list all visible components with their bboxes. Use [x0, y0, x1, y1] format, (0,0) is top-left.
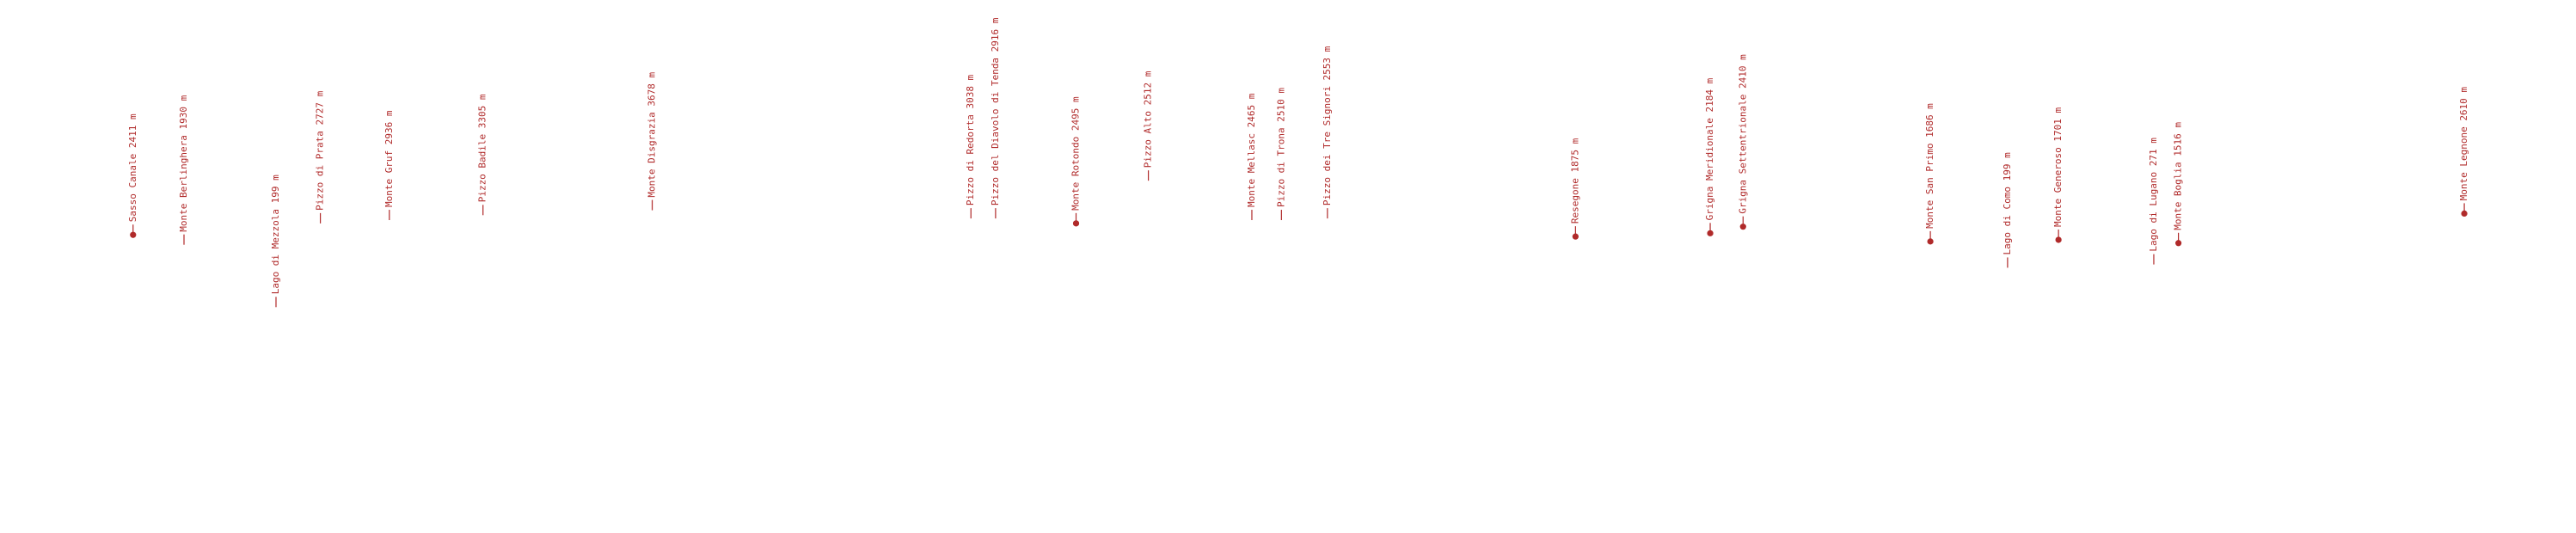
- peak-label: Monte Boglia 1516 m: [2173, 122, 2184, 247]
- peak-label: Pizzo del Diavolo di Tenda 2916 m: [990, 17, 1001, 219]
- label-text: Monte Berlinghera 1930 m: [178, 95, 189, 231]
- label-text: Monte Boglia 1516 m: [2173, 122, 2184, 230]
- peak-marker: [1707, 230, 1714, 236]
- peak-label: Monte Disgrazia 3678 m: [647, 71, 658, 211]
- peak-label: Pizzo dei Tre Signori 2553 m: [1322, 46, 1333, 219]
- label-text: Pizzo Alto 2512 m: [1143, 70, 1154, 168]
- peak-label: Resegone 1875 m: [1569, 138, 1580, 240]
- peak-label: Sasso Canale 2411 m: [127, 113, 138, 238]
- peak-label: Monte Legnone 2610 m: [2458, 87, 2469, 217]
- label-text: Resegone 1875 m: [1569, 138, 1580, 224]
- label-text: Monte Rotondo 2495 m: [1070, 96, 1082, 211]
- label-text: Pizzo del Diavolo di Tenda 2916 m: [990, 17, 1001, 205]
- peak-marker: [1572, 233, 1579, 240]
- label-text: Monte San Primo 1686 m: [1924, 103, 1935, 229]
- peak-marker: [2175, 240, 2182, 247]
- peak-label: Grigna Settentrionale 2410 m: [1737, 54, 1748, 230]
- peak-label: Grigna Meridionale 2184 m: [1704, 77, 1715, 236]
- peak-label: Monte Rotondo 2495 m: [1070, 96, 1082, 227]
- peak-marker: [2461, 210, 2468, 217]
- peak-label: Pizzo Alto 2512 m: [1143, 70, 1154, 181]
- label-text: Monte Gruf 2936 m: [383, 110, 395, 207]
- label-text: Grigna Meridionale 2184 m: [1704, 77, 1715, 220]
- peak-label: Lago di Mezzola 199 m: [270, 175, 281, 308]
- label-text: Pizzo di Redorta 3038 m: [965, 74, 976, 205]
- peak-marker: [130, 231, 137, 238]
- label-text: Monte Legnone 2610 m: [2458, 87, 2469, 201]
- peak-label: Lago di Como 199 m: [2002, 152, 2013, 268]
- peak-label: Lago di Lugano 271 m: [2148, 138, 2159, 265]
- peak-marker: [1739, 224, 1746, 230]
- peak-label: Pizzo di Redorta 3038 m: [965, 74, 976, 219]
- peak-label: Pizzo di Prata 2727 m: [315, 90, 326, 224]
- peak-label: Monte Generoso 1701 m: [2052, 107, 2064, 243]
- label-text: Pizzo dei Tre Signori 2553 m: [1322, 46, 1333, 205]
- peak-marker: [1927, 238, 1934, 245]
- label-text: Lago di Como 199 m: [2002, 152, 2013, 255]
- label-text: Pizzo Badile 3305 m: [477, 94, 488, 202]
- label-text: Pizzo di Trona 2510 m: [1275, 88, 1286, 207]
- label-text: Lago di Mezzola 199 m: [270, 175, 281, 294]
- peak-label: Monte Gruf 2936 m: [383, 110, 395, 221]
- label-text: Pizzo di Prata 2727 m: [315, 90, 326, 210]
- peak-label: Pizzo di Trona 2510 m: [1275, 88, 1286, 221]
- peak-label: Monte San Primo 1686 m: [1924, 103, 1935, 245]
- label-text: Monte Generoso 1701 m: [2052, 107, 2064, 227]
- label-text: Monte Disgrazia 3678 m: [647, 71, 658, 197]
- label-text: Lago di Lugano 271 m: [2148, 138, 2159, 252]
- peak-marker: [1072, 220, 1080, 227]
- peak-label: Monte Mellasc 2465 m: [1246, 93, 1257, 221]
- label-text: Sasso Canale 2411 m: [127, 113, 138, 222]
- label-text: Grigna Settentrionale 2410 m: [1737, 54, 1748, 214]
- peak-label: Monte Berlinghera 1930 m: [178, 95, 189, 245]
- peak-marker: [2055, 236, 2062, 243]
- peak-label: Pizzo Badile 3305 m: [477, 94, 488, 216]
- label-text: Monte Mellasc 2465 m: [1246, 93, 1257, 207]
